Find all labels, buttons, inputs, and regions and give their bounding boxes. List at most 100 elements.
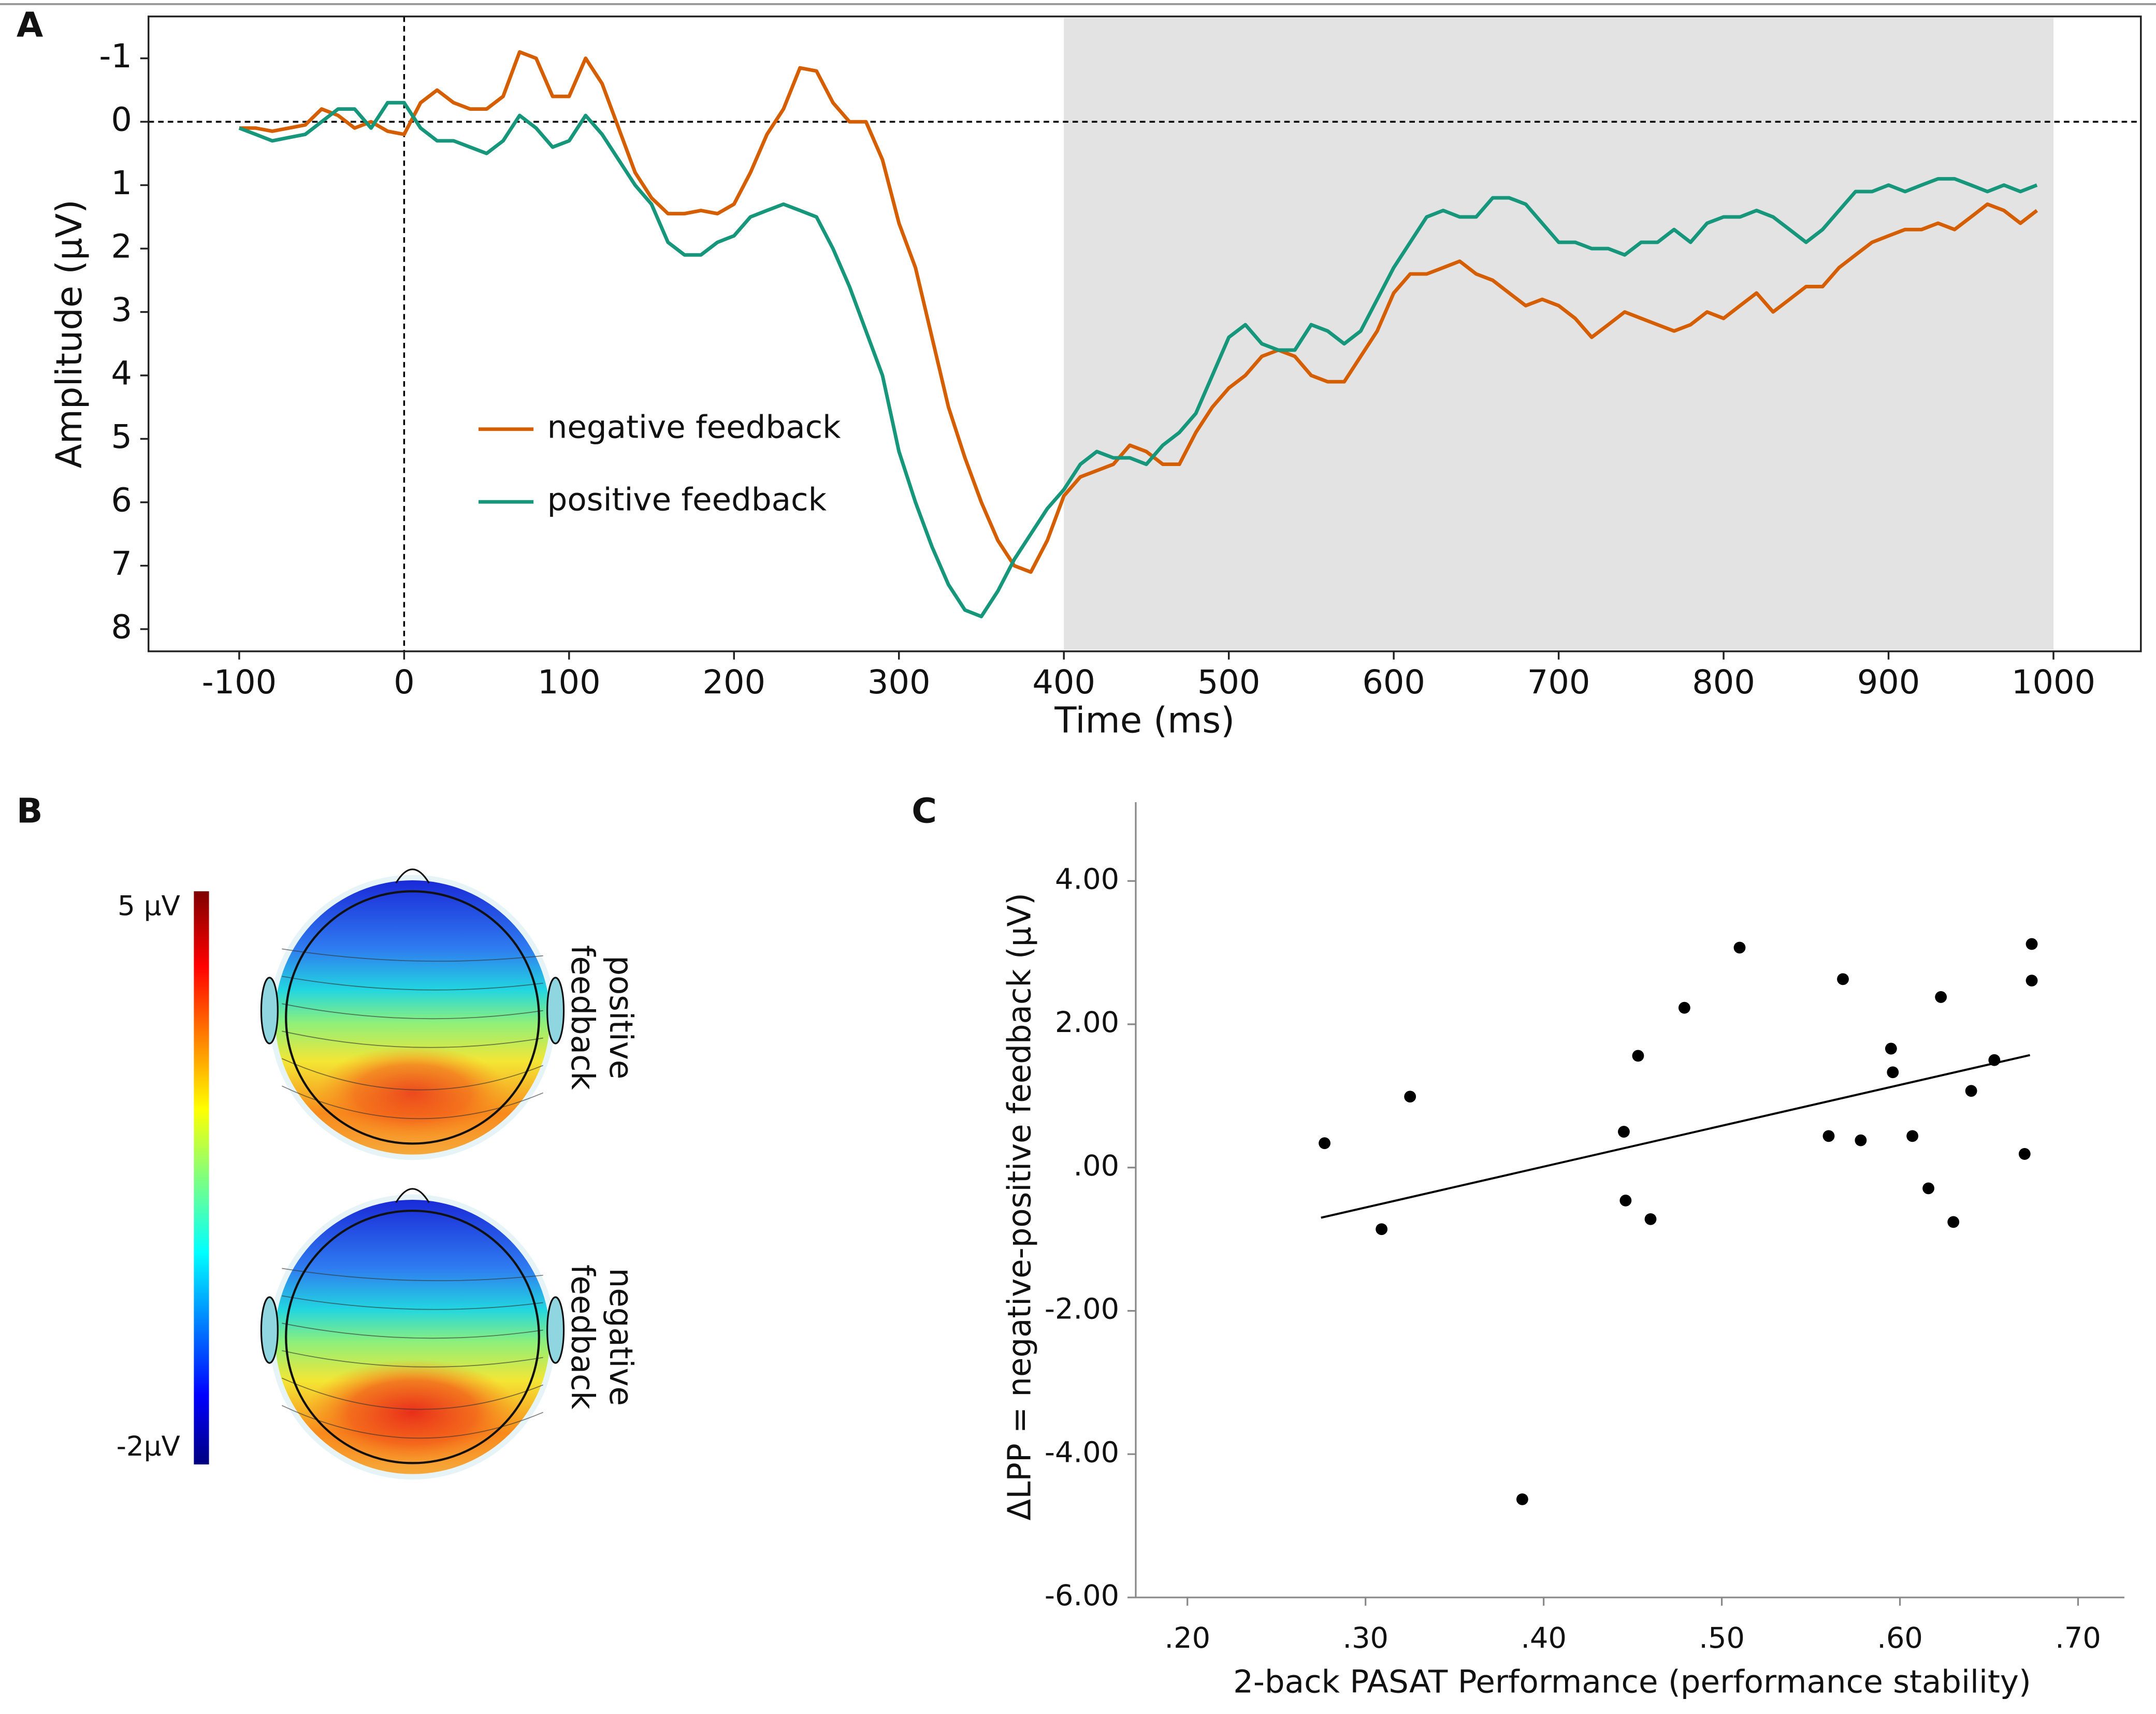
x-tick-label: 600 <box>1362 663 1425 702</box>
x-tick-label: 200 <box>702 663 765 702</box>
x-tick-label: 300 <box>867 663 931 702</box>
contour <box>282 1030 543 1048</box>
x-tick-label: .20 <box>1164 1621 1210 1655</box>
y-tick-label: 2.00 <box>1055 1006 1119 1039</box>
contour <box>282 976 543 991</box>
x-tick-label: .60 <box>1877 1621 1923 1655</box>
ear <box>260 1296 279 1364</box>
y-tick-label: -6.00 <box>1045 1579 1119 1613</box>
point <box>1906 1130 1919 1142</box>
legend-label: negative feedback <box>547 409 842 445</box>
contour <box>281 1377 544 1410</box>
y-tick-label: 5 <box>111 418 132 456</box>
y-tick-label: 4 <box>111 355 132 393</box>
point <box>1632 1050 1644 1062</box>
colorbar-label: -2µV <box>117 1430 180 1462</box>
x-tick-label: -100 <box>202 663 277 702</box>
y-tick-label: 1 <box>111 164 132 202</box>
y-tick-label: 3 <box>111 291 132 329</box>
trend-line <box>1321 1054 2031 1219</box>
point <box>1965 1085 1977 1097</box>
point <box>1404 1091 1416 1103</box>
y-tick-label: 8 <box>111 608 132 647</box>
topomap <box>260 1188 565 1480</box>
y-tick-label: 0 <box>111 101 132 139</box>
y-axis-label: ΔLPP = negative-positive feedback (µV) <box>1001 893 1038 1520</box>
panel-label: A <box>17 5 43 45</box>
y-tick-label: 2 <box>111 228 132 266</box>
legend-label: positive feedback <box>547 482 827 518</box>
point <box>2018 1148 2031 1160</box>
point <box>1618 1126 1630 1138</box>
ear <box>546 977 565 1044</box>
x-axis-label: 2-back PASAT Performance (performance st… <box>1233 1663 2031 1700</box>
point <box>1935 991 1947 1003</box>
x-tick-label: 700 <box>1527 663 1590 702</box>
point <box>1822 1130 1835 1142</box>
contour <box>282 1323 543 1339</box>
point <box>1678 1001 1690 1014</box>
nose <box>395 868 430 884</box>
contour <box>282 1295 543 1310</box>
contour <box>282 1350 543 1368</box>
x-tick-label: .30 <box>1342 1621 1388 1655</box>
point <box>1922 1182 1935 1195</box>
x-tick-label: .50 <box>1699 1621 1745 1655</box>
map-label: negative <box>602 1268 639 1406</box>
x-axis-label: Time (ms) <box>1054 700 1235 742</box>
point <box>1644 1213 1657 1225</box>
point <box>2025 938 2038 950</box>
colorbar <box>194 891 209 1465</box>
data-line <box>239 50 2038 574</box>
y-axis-label: Amplitude (µV) <box>49 199 90 468</box>
point <box>1947 1216 1960 1228</box>
y-tick-label: 6 <box>111 482 132 520</box>
ear <box>546 1296 565 1364</box>
contour <box>282 1268 543 1282</box>
scalp-peak <box>306 1359 519 1466</box>
x-tick-label: .40 <box>1521 1621 1567 1655</box>
panel-label: B <box>17 790 43 831</box>
nose <box>395 1188 430 1203</box>
y-tick-label: -4.00 <box>1045 1435 1119 1469</box>
point <box>1619 1194 1632 1207</box>
x-tick-label: 800 <box>1692 663 1755 702</box>
scalp-peak <box>316 1045 509 1140</box>
map-label: feedback <box>564 945 601 1090</box>
x-tick-label: .70 <box>2055 1621 2101 1655</box>
y-tick-label: .00 <box>1073 1149 1119 1183</box>
contour <box>281 1058 544 1091</box>
point <box>1855 1134 1867 1146</box>
x-tick-label: 0 <box>394 663 415 702</box>
head-outline <box>285 890 540 1145</box>
y-tick-label: -1 <box>99 37 132 76</box>
map-label: feedback <box>564 1265 601 1410</box>
y-tick-label: 7 <box>111 545 132 583</box>
contour <box>282 948 543 962</box>
colorbar-label: 5 µV <box>118 890 180 922</box>
contour <box>282 1003 543 1020</box>
y-tick-label: -2.00 <box>1045 1292 1119 1326</box>
point <box>1516 1493 1528 1505</box>
x-tick-label: 500 <box>1197 663 1261 702</box>
x-tick-label: 400 <box>1032 663 1095 702</box>
shaded-window <box>1064 18 2054 650</box>
point <box>1733 941 1746 954</box>
point <box>1837 973 1849 985</box>
point <box>1885 1042 1897 1055</box>
topomap <box>260 868 565 1160</box>
point <box>1887 1066 1899 1079</box>
ear <box>260 977 279 1044</box>
map-label: positive <box>602 955 639 1079</box>
x-tick-label: 900 <box>1857 663 1920 702</box>
y-tick-label: 4.00 <box>1055 862 1119 896</box>
point <box>1988 1054 2001 1066</box>
data-line <box>238 100 2038 618</box>
x-tick-label: 1000 <box>2012 663 2095 702</box>
panel-label: C <box>911 790 937 831</box>
plot-frame <box>148 16 2142 652</box>
point <box>1319 1137 1331 1150</box>
head-outline <box>285 1210 540 1464</box>
